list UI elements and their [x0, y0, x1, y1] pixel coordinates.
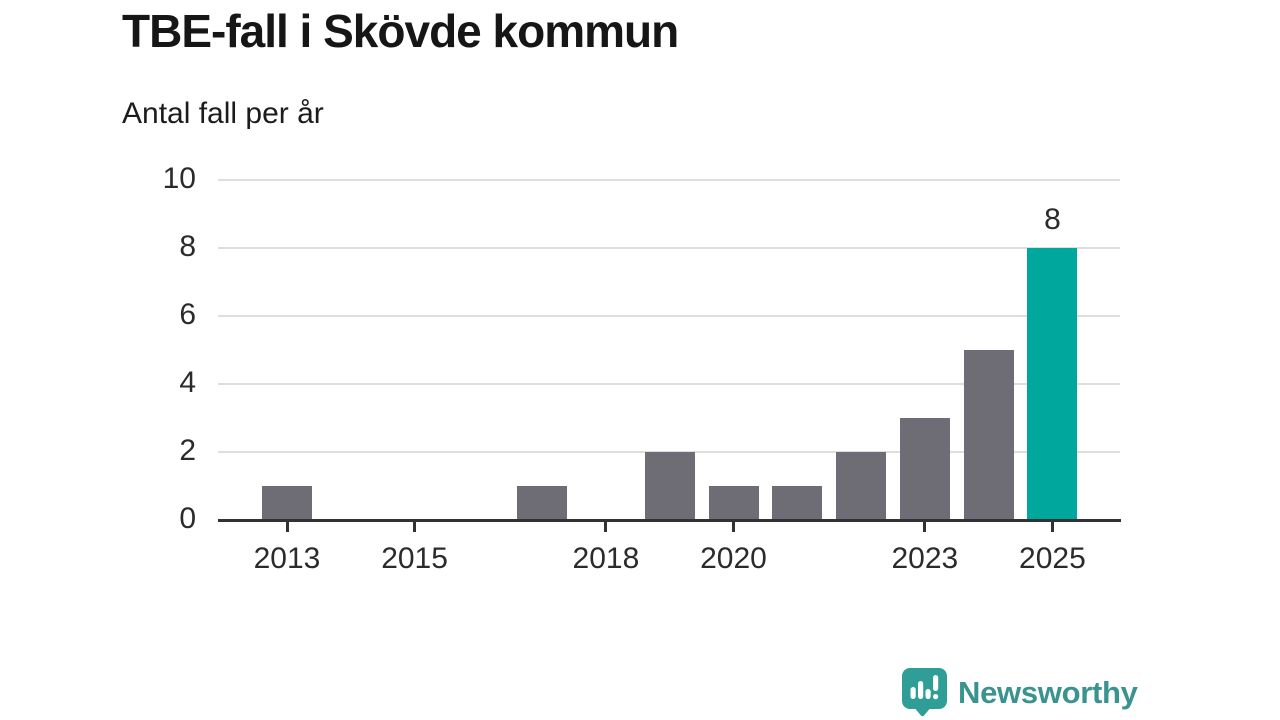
x-axis-label: 2015: [381, 542, 448, 575]
chart-title: TBE-fall i Skövde kommun: [122, 5, 679, 57]
x-axis-tick: [1050, 522, 1054, 532]
gridline-8: [218, 247, 1120, 249]
x-axis-label: 2020: [700, 542, 767, 575]
bar-2017: [517, 486, 568, 520]
bar-2019: [644, 452, 695, 520]
newsworthy-speech-bubble-chart-icon: [902, 668, 947, 717]
bar-2021: [772, 486, 823, 520]
y-axis-label: 10: [162, 162, 196, 195]
bar-2024: [963, 350, 1014, 520]
x-axis-tick: [604, 522, 608, 532]
bar-2022: [836, 452, 887, 520]
x-axis-label: 2013: [253, 542, 321, 575]
bar-value-label: 8: [1044, 203, 1061, 236]
x-axis-tick: [923, 522, 927, 532]
bar-2020: [708, 486, 759, 520]
x-axis-label: 2025: [1019, 542, 1086, 575]
x-axis-label: 2023: [891, 542, 959, 575]
bar-2013: [262, 486, 312, 520]
gridline-10: [218, 179, 1120, 181]
y-axis-label: 0: [179, 502, 196, 535]
bar-2025: [1027, 248, 1078, 520]
y-axis-label: 2: [179, 434, 196, 467]
brand-logo: Newsworthy: [902, 668, 1138, 717]
y-axis-label: 8: [179, 230, 196, 263]
gridline-4: [218, 383, 1120, 385]
brand-name: Newsworthy: [958, 674, 1138, 710]
gridline-6: [218, 315, 1120, 317]
x-axis-label: 2018: [572, 542, 640, 575]
x-axis-line: [218, 519, 1121, 522]
y-axis-label: 4: [179, 366, 196, 399]
x-axis-tick: [413, 522, 417, 532]
bar-2023: [899, 418, 950, 520]
chart-subtitle: Antal fall per år: [122, 97, 324, 130]
x-axis-tick: [285, 522, 289, 532]
y-axis-label: 6: [179, 298, 196, 331]
x-axis-tick: [732, 522, 735, 532]
